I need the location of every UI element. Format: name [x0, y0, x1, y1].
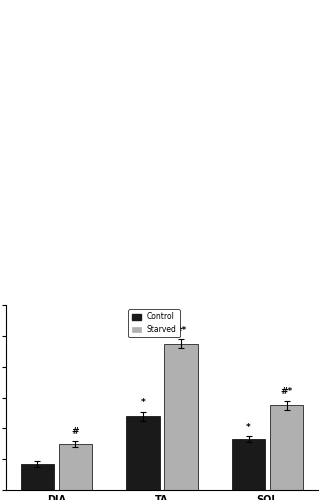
Text: *: *	[246, 422, 251, 432]
Bar	[21, 464, 54, 490]
Text: A: A	[13, 18, 21, 28]
Bar	[59, 444, 92, 490]
Legend: Control, Starved: Control, Starved	[129, 309, 180, 337]
Text: C: C	[171, 107, 179, 117]
Bar	[126, 416, 160, 490]
Text: E: E	[171, 200, 179, 210]
Text: D: D	[13, 200, 22, 210]
Text: #: #	[72, 427, 79, 436]
Bar	[232, 439, 265, 490]
Bar	[164, 344, 198, 490]
Text: B: B	[171, 14, 179, 24]
Bar	[270, 406, 303, 490]
Text: #*: #*	[175, 326, 187, 334]
Text: *: *	[141, 398, 145, 407]
Text: #*: #*	[280, 387, 293, 396]
